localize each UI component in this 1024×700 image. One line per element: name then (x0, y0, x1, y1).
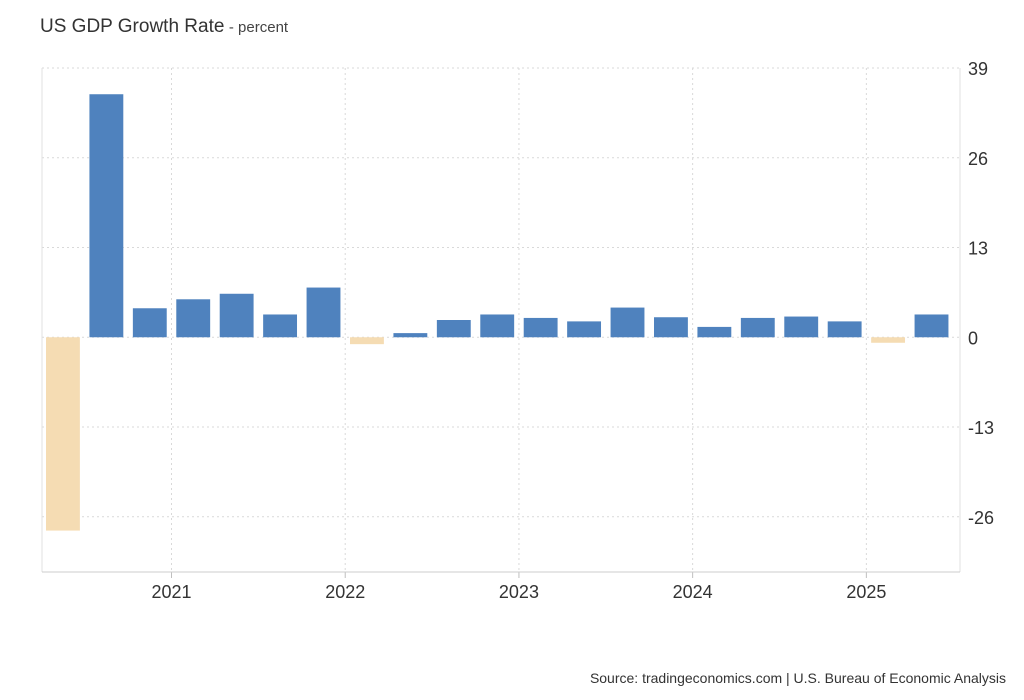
chart-title-row: US GDP Growth Rate - percent (40, 16, 288, 38)
bar (480, 314, 515, 338)
bar (219, 293, 254, 338)
bar (784, 316, 819, 338)
bar (132, 308, 167, 338)
bar (306, 287, 341, 338)
y-tick-label: -26 (968, 508, 994, 528)
y-tick-label: 39 (968, 59, 988, 79)
bar (871, 337, 906, 343)
axes (41, 68, 961, 578)
y-tick-label: 0 (968, 328, 978, 348)
bar (914, 314, 949, 338)
x-tick-label: 2023 (499, 582, 539, 602)
y-axis-labels: 39 26 13 0 -13 -26 (968, 59, 994, 528)
bar (523, 317, 558, 338)
bar (176, 299, 211, 338)
bar (567, 321, 602, 338)
y-tick-label: -13 (968, 418, 994, 438)
bar (263, 314, 298, 338)
x-tick-label: 2022 (325, 582, 365, 602)
bar-chart: 39 26 13 0 -13 -26 2021 2022 2023 2024 2025 (41, 59, 994, 602)
bar (393, 333, 428, 338)
bar-series (46, 94, 949, 531)
x-tick-label: 2021 (151, 582, 191, 602)
chart-title: US GDP Growth Rate (40, 16, 225, 37)
bar (350, 337, 384, 345)
x-tick-label: 2025 (846, 582, 886, 602)
bar (436, 320, 471, 338)
x-tick-label: 2024 (673, 582, 713, 602)
bar (740, 317, 775, 338)
x-axis-labels: 2021 2022 2023 2024 2025 (151, 582, 886, 602)
bar (697, 326, 732, 338)
y-tick-label: 13 (968, 239, 988, 259)
bar (89, 94, 124, 338)
bar (610, 307, 645, 338)
source-note: Source: tradingeconomics.com | U.S. Bure… (589, 670, 1006, 686)
bar (827, 321, 862, 338)
chart-subtitle: - percent (228, 19, 289, 36)
bar (46, 337, 80, 531)
bar (654, 317, 688, 338)
y-tick-label: 26 (968, 149, 988, 169)
